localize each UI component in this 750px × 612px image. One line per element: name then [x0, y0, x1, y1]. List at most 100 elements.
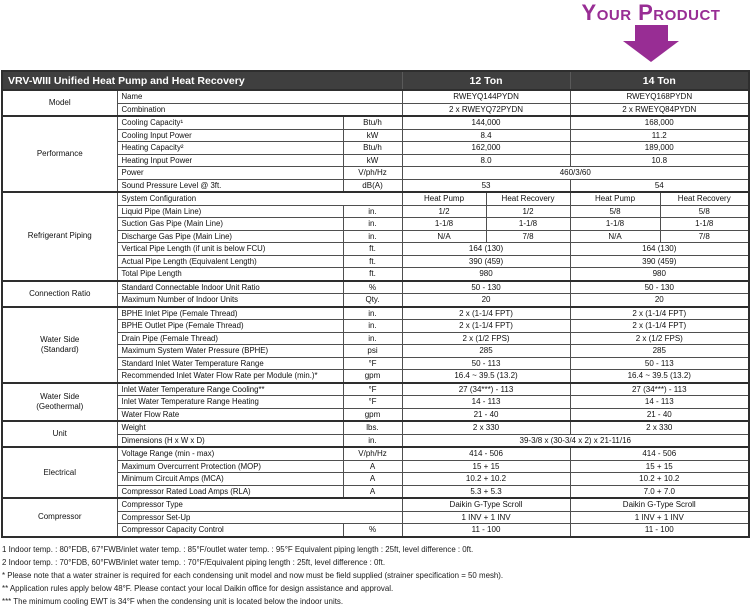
category-cell: Performance: [1, 115, 118, 193]
value-cell: 11.2: [569, 128, 750, 142]
unit-cell: A: [342, 484, 403, 499]
category-cell: Compressor: [1, 497, 118, 537]
table-row: Recommended Inlet Water Flow Rate per Mo…: [2, 369, 750, 383]
unit-cell: °F: [342, 356, 403, 370]
unit-cell: Qty.: [342, 293, 403, 307]
value-cell: 1-1/8: [401, 217, 487, 231]
table-row: Model Name RWEYQ144PYDN RWEYQ168PYDN: [1, 89, 750, 117]
value-cell: 27 (34***) - 113: [569, 381, 750, 396]
category-cell: Water Side (Geothermal): [1, 381, 118, 422]
value-cell: 7/8: [485, 229, 571, 243]
spec-label-cell: Heating Input Power: [116, 153, 344, 167]
unit-cell: in.: [342, 229, 403, 243]
value-cell: 5/8: [659, 204, 750, 218]
value-cell: 50 - 113: [569, 356, 750, 370]
spec-label-cell: Compressor Type: [116, 497, 403, 512]
spec-table: VRV-WIII Unified Heat Pump and Heat Reco…: [1, 70, 750, 538]
value-cell: 2 x (1-1/4 FPT): [569, 305, 750, 320]
table-row: Compressor Rated Load Amps (RLA) A 5.3 + 5…: [2, 484, 750, 499]
value-cell: RWEYQ168PYDN: [569, 89, 750, 104]
value-cell: Daikin G-Type Scroll: [401, 497, 571, 512]
unit-cell: A: [342, 472, 403, 486]
footnote: 2 Indoor temp. : 70°FDB, 60°FWB/inlet wa…: [2, 557, 386, 567]
unit-cell: %: [342, 523, 403, 537]
spec-label-cell: Discharge Gas Pipe (Main Line): [116, 229, 344, 243]
value-cell: 1 INV + 1 INV: [401, 510, 571, 524]
table-row: Drain Pipe (Female Thread) in. 2 x (1/2 FP…: [2, 331, 750, 345]
value-cell: 390 (459): [401, 254, 571, 268]
value-cell: 2 x (1-1/4 FPT): [401, 319, 571, 333]
table-row: Unit Weight lbs. 2 x 330 2 x 330: [1, 420, 750, 448]
unit-cell: Btu/h: [342, 115, 403, 130]
unit-cell: ft.: [342, 242, 403, 256]
spec-label-cell: BPHE Outlet Pipe (Female Thread): [116, 319, 344, 333]
value-cell: 2 x (1/2 FPS): [401, 331, 571, 345]
spec-label-cell: Liquid Pipe (Main Line): [116, 204, 344, 218]
value-cell: 10.2 + 10.2: [569, 472, 750, 486]
table-row: Connection Ratio Standard Connectable Ind…: [1, 279, 750, 307]
down-arrow-icon: [551, 25, 750, 62]
spec-label-cell: Cooling Input Power: [116, 128, 344, 142]
value-cell: 16.4 ~ 39.5 (13.2): [569, 369, 750, 383]
value-cell: 1-1/8: [659, 217, 750, 231]
value-cell: 1-1/8: [569, 217, 661, 231]
spec-label-cell: Heating Capacity²: [116, 141, 344, 155]
unit-cell: Btu/h: [342, 141, 403, 155]
spec-label-cell: Maximum Overcurrent Protection (MOP): [116, 459, 344, 473]
value-cell: 8.0: [401, 153, 571, 167]
value-cell: 390 (459): [569, 254, 750, 268]
spec-label-cell: Cooling Capacity¹: [116, 115, 344, 130]
table-row: Maximum Overcurrent Protection (MOP) A 15 …: [2, 459, 750, 473]
value-cell: 980: [401, 267, 571, 281]
category-cell: Water Side (Standard): [1, 305, 118, 383]
value-cell: 2 x 330: [401, 420, 571, 435]
category-cell: Refrigerant Piping: [1, 191, 118, 281]
unit-cell: ft.: [342, 267, 403, 281]
unit-cell: in.: [342, 217, 403, 231]
table-title: VRV-WIII Unified Heat Pump and Heat Reco…: [1, 70, 403, 91]
spec-label-cell: System Configuration: [116, 191, 403, 206]
table-row: Water Side (Geothermal) Inlet Water Tempe…: [1, 381, 750, 422]
unit-cell: in.: [342, 331, 403, 345]
value-cell: 164 (130): [401, 242, 571, 256]
value-cell: 8.4: [401, 128, 571, 142]
spec-label-cell: Recommended Inlet Water Flow Rate per Mo…: [116, 369, 344, 383]
value-cell: 162,000: [401, 141, 571, 155]
column-header-14ton: 14 Ton: [569, 70, 750, 91]
value-cell: 2 x (1-1/4 FPT): [569, 319, 750, 333]
category-cell: Unit: [1, 420, 118, 448]
spec-label-cell: Sound Pressure Level @ 3ft.: [116, 178, 344, 193]
spec-label-cell: Inlet Water Temperature Range Heating: [116, 395, 344, 409]
your-product-label: Your Product: [581, 0, 721, 25]
value-cell: 20: [569, 293, 750, 307]
table-row: Water Side (Standard) BPHE Inlet Pipe (Fe…: [1, 305, 750, 383]
spec-label-cell: Inlet Water Temperature Range Cooling**: [116, 381, 344, 396]
table-row: Maximum System Water Pressure (BPHE) psi 2…: [2, 344, 750, 358]
value-cell: 2 x RWEYQ72PYDN: [401, 102, 571, 117]
spec-label-cell: Minimum Circuit Amps (MCA): [116, 472, 344, 486]
value-cell: 1/2: [485, 204, 571, 218]
spec-label-cell: Maximum Number of Indoor Units: [116, 293, 344, 307]
table-row: Combination 2 x RWEYQ72PYDN 2 x RWEYQ84PYD…: [2, 102, 750, 117]
spec-label-cell: Weight: [116, 420, 344, 435]
spec-label-cell: Drain Pipe (Female Thread): [116, 331, 344, 345]
table-row: Performance Cooling Capacity¹ Btu/h 144,000…: [1, 115, 750, 193]
unit-cell: %: [342, 279, 403, 294]
value-cell: 285: [401, 344, 571, 358]
spec-label-cell: Actual Pipe Length (Equivalent Length): [116, 254, 344, 268]
table-row: Discharge Gas Pipe (Main Line) in. N/A 7/8 N…: [2, 229, 750, 243]
spec-label-cell: Power: [116, 166, 344, 180]
spec-label-cell: Dimensions (H x W x D): [116, 433, 344, 448]
value-cell: 50 - 113: [401, 356, 571, 370]
table-row: Refrigerant Piping System Configuration He…: [1, 191, 750, 281]
value-cell: 53: [401, 178, 571, 193]
value-cell: 460/3/60: [401, 166, 750, 180]
spec-label-cell: Name: [116, 89, 403, 104]
unit-cell: lbs.: [342, 420, 403, 435]
value-cell: 15 + 15: [569, 459, 750, 473]
spec-label-cell: Total Pipe Length: [116, 267, 344, 281]
value-cell: 2 x (1/2 FPS): [569, 331, 750, 345]
footnote: *** The minimum cooling EWT is 34°F when…: [2, 596, 344, 606]
value-cell: N/A: [401, 229, 487, 243]
unit-cell: in.: [342, 319, 403, 333]
